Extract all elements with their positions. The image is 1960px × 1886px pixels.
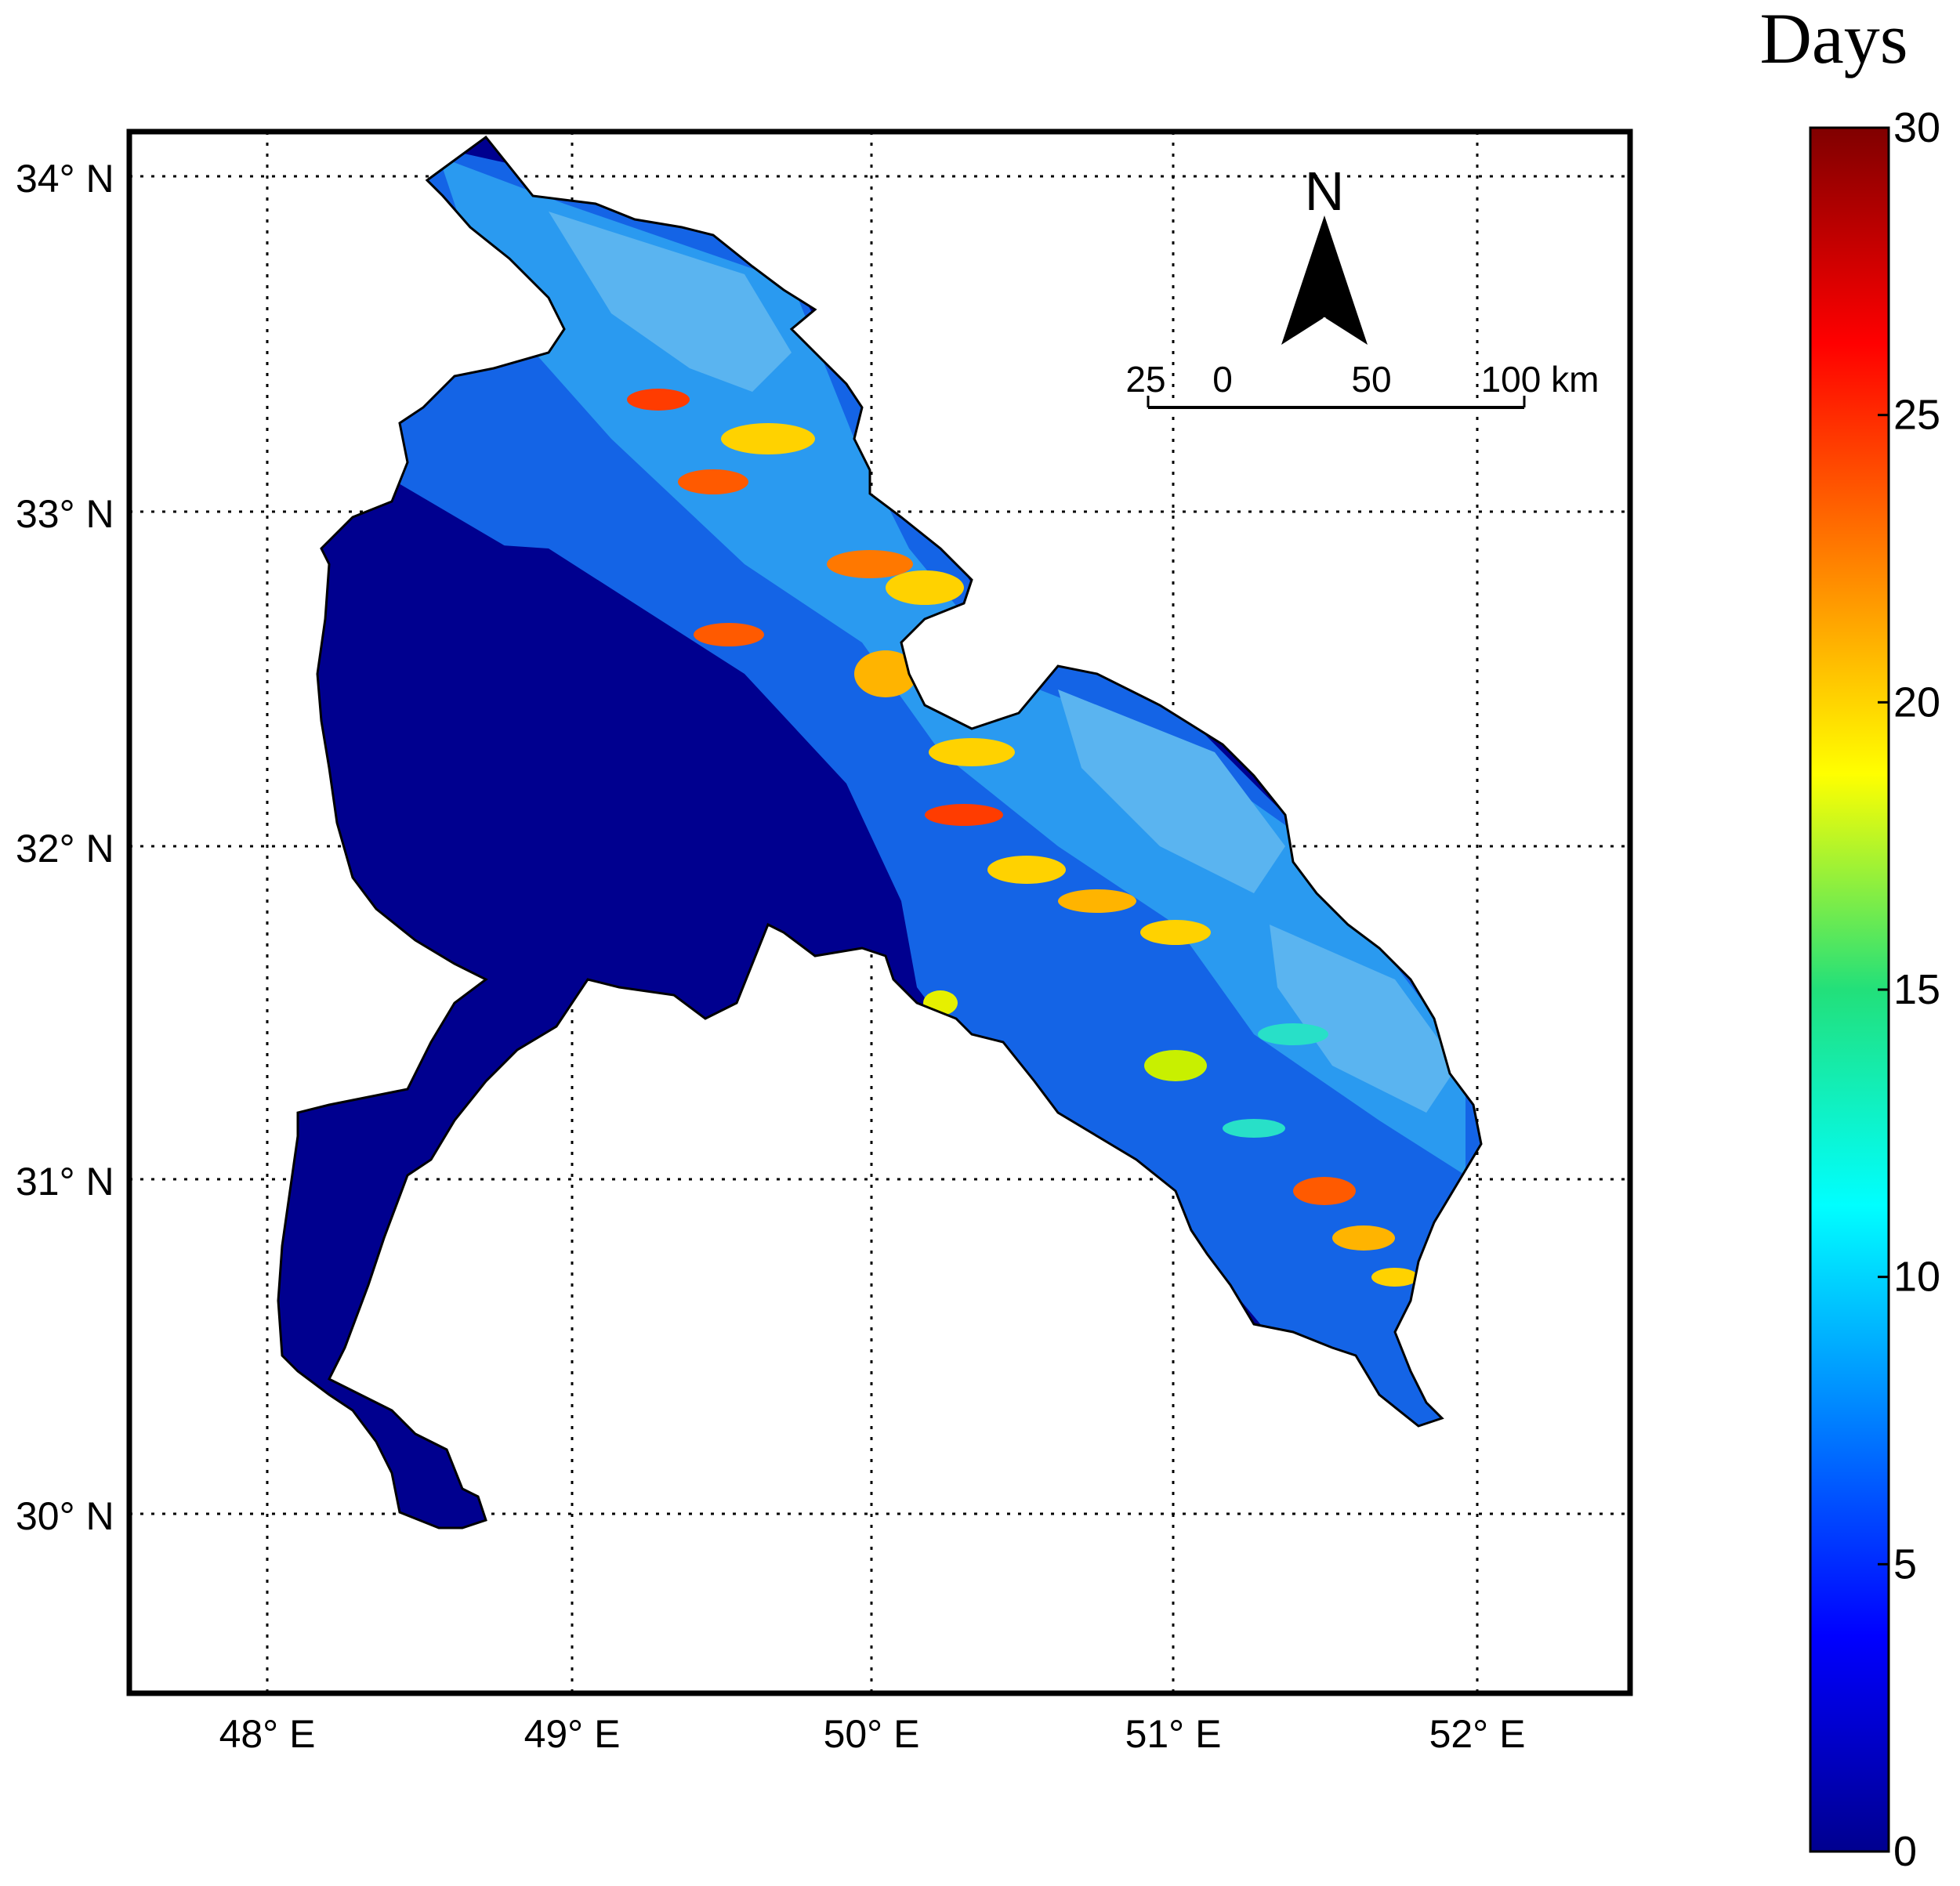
colorbar: Days 0 5 10 15 20 25 30 bbox=[1759, 0, 1940, 1875]
north-arrow: N bbox=[1281, 161, 1368, 345]
lat-label: 31° N bbox=[16, 1160, 114, 1204]
lon-label: 52° E bbox=[1429, 1712, 1526, 1756]
lat-label: 33° N bbox=[16, 492, 114, 536]
lon-label: 51° E bbox=[1125, 1712, 1222, 1756]
north-arrow-label: N bbox=[1305, 161, 1345, 222]
lat-label: 34° N bbox=[16, 157, 114, 201]
lon-label: 50° E bbox=[824, 1712, 920, 1756]
colorbar-tick-label: 10 bbox=[1893, 1254, 1940, 1301]
north-arrow-icon bbox=[1281, 215, 1368, 345]
colorbar-tick-label: 30 bbox=[1893, 104, 1940, 151]
lat-labels: 34° N 33° N 32° N 31° N 30° N bbox=[16, 157, 114, 1538]
colorbar-tick-label: 20 bbox=[1893, 679, 1940, 726]
colorbar-title: Days bbox=[1759, 0, 1907, 78]
scale-label: 0 bbox=[1212, 359, 1233, 400]
scale-bar: 25 0 50 100 km bbox=[1125, 359, 1600, 409]
lat-label: 30° N bbox=[16, 1494, 114, 1538]
scale-label: 50 bbox=[1351, 359, 1391, 400]
colorbar-gradient bbox=[1809, 126, 1890, 1853]
map-frame bbox=[126, 129, 1633, 1696]
scale-label: 100 km bbox=[1481, 359, 1600, 400]
colorbar-tick-label: 5 bbox=[1893, 1540, 1917, 1587]
scale-label: 25 bbox=[1125, 359, 1165, 400]
lon-label: 48° E bbox=[219, 1712, 316, 1756]
colorbar-tick-label: 15 bbox=[1893, 966, 1940, 1013]
lat-label: 32° N bbox=[16, 827, 114, 871]
colorbar-tick-label: 25 bbox=[1893, 392, 1940, 439]
colorbar-tick-label: 0 bbox=[1893, 1828, 1917, 1875]
lon-label: 49° E bbox=[524, 1712, 621, 1756]
region-outline bbox=[277, 135, 1483, 1529]
lon-labels: 48° E 49° E 50° E 51° E 52° E bbox=[219, 1712, 1526, 1756]
